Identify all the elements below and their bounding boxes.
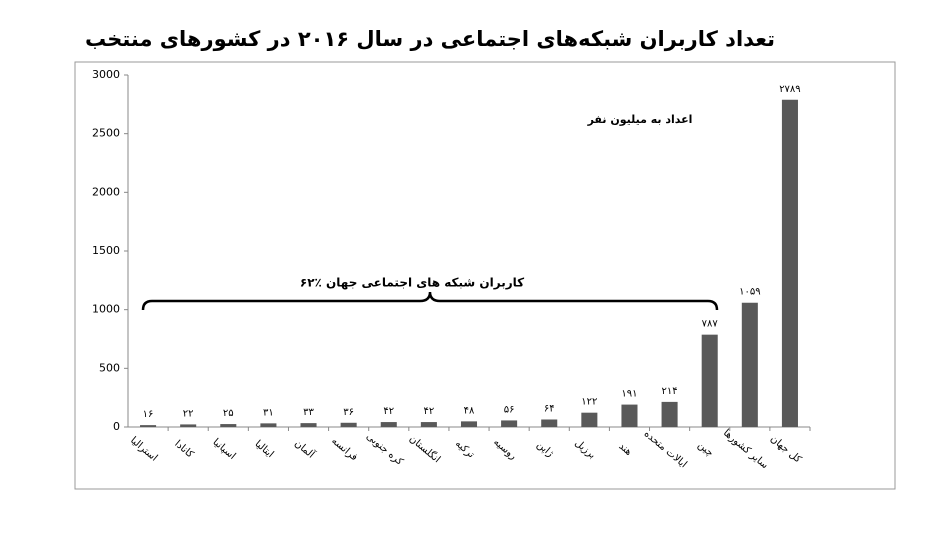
x-tick-label: استرالیا	[128, 435, 159, 464]
x-tick-label: ایتالیا	[253, 439, 276, 461]
value-label: ۴۲	[424, 406, 435, 417]
bar	[220, 424, 237, 427]
value-label: ۲۱۴	[662, 386, 678, 397]
x-tick-label: سایر کشورها	[721, 428, 770, 472]
value-label: ۴۸	[464, 405, 475, 416]
bar	[621, 404, 638, 427]
x-tick-label: کره جنوبی	[364, 431, 405, 468]
unit-note: اعداد به میلیون نفر	[587, 113, 693, 126]
value-label: ۱۹۱	[621, 389, 637, 400]
y-tick-label: 0	[113, 420, 120, 433]
bar	[741, 302, 758, 427]
y-tick-label: 500	[99, 361, 120, 374]
bar	[340, 422, 357, 427]
x-tick-label: کل جهان	[768, 433, 803, 465]
value-label: ۳۱	[263, 407, 274, 418]
chart-title: تعداد کاربران شبکه‌های اجتماعی در سال ۲۰…	[85, 27, 775, 51]
y-tick-label: 1500	[92, 244, 120, 257]
value-label: ۳۶	[343, 407, 354, 418]
value-label: ۲۵	[223, 408, 234, 419]
value-label: ۱۰۵۹	[739, 287, 760, 298]
y-tick-label: 2000	[92, 185, 120, 198]
value-label: ۵۶	[504, 404, 515, 415]
x-tick-label: اسپانیا	[210, 437, 237, 462]
bar	[380, 422, 397, 427]
bracket-label: ۶۲٪ کاربران شبکه های اجتماعی جهان	[300, 276, 524, 290]
x-tick-label: فرانسه	[329, 435, 359, 463]
x-tick-label: کانادا	[172, 438, 195, 460]
bar	[140, 425, 157, 427]
x-tick-label: ایالات متحده	[642, 428, 689, 470]
value-label: ۲۷۸۹	[779, 84, 800, 95]
x-tick-label: ژاپن	[534, 439, 555, 459]
bar	[541, 419, 558, 427]
value-label: ۱۶	[143, 409, 154, 420]
x-tick-label: آلمان	[292, 437, 318, 462]
y-tick-label: 3000	[92, 68, 120, 81]
bar	[420, 422, 437, 427]
x-tick-label: برزیل	[572, 438, 597, 462]
value-label: ۳۳	[303, 407, 314, 418]
bar	[581, 412, 598, 427]
bar	[661, 401, 678, 427]
bar	[781, 99, 798, 428]
bar	[501, 420, 518, 427]
x-tick-label: ترکیه	[453, 438, 477, 460]
x-tick-label: هند	[616, 441, 633, 458]
x-tick-label: انگلستان	[407, 433, 443, 466]
y-tick-label: 2500	[92, 127, 120, 140]
value-label: ۷۸۷	[702, 319, 719, 330]
value-label: ۴۲	[383, 406, 394, 417]
chart-frame	[74, 61, 896, 490]
y-tick-label: 1000	[92, 303, 120, 316]
bar	[260, 423, 277, 427]
bar	[180, 424, 197, 427]
x-tick-label: چین	[695, 440, 715, 459]
value-label: ۲۲	[183, 408, 194, 419]
bar	[300, 423, 317, 427]
x-tick-label: روسیه	[491, 437, 518, 463]
value-label: ۱۲۲	[581, 397, 597, 408]
bar	[701, 334, 718, 427]
bar	[460, 421, 478, 427]
bracket	[141, 291, 719, 311]
value-label: ۶۴	[544, 403, 555, 414]
